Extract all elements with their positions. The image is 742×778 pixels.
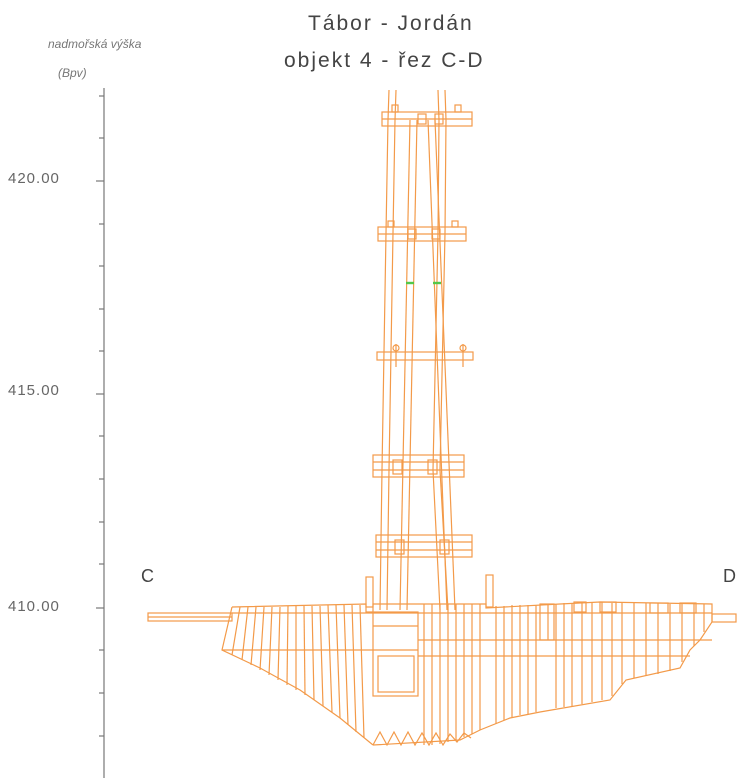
platform-5 xyxy=(375,534,473,558)
platform-1 xyxy=(381,104,473,127)
tick-label-410: 410.00 xyxy=(8,598,60,615)
platform-4 xyxy=(372,454,465,478)
shaft-walls xyxy=(379,89,456,611)
right-beam xyxy=(711,613,737,623)
y-axis-unit: (Bpv) xyxy=(58,66,87,80)
section-end-label: D xyxy=(723,566,736,586)
platform-2 xyxy=(377,220,467,242)
tick-label-420: 420.00 xyxy=(8,170,60,187)
platform-3 xyxy=(376,344,474,367)
y-axis-caption: nadmořská výška xyxy=(48,37,142,51)
left-beam xyxy=(147,612,233,622)
tick-label-415: 415.00 xyxy=(8,382,60,399)
foundation-hatch-left xyxy=(231,604,365,739)
drawing-subtitle: objekt 4 - řez C-D xyxy=(284,49,485,72)
section-start-label: C xyxy=(141,566,154,586)
drawing-title: Tábor - Jordán xyxy=(308,12,474,35)
foundation-hatch-right xyxy=(372,602,705,747)
elevation-axis xyxy=(96,88,105,778)
foundation-steps xyxy=(539,601,697,641)
ground-posts xyxy=(365,574,494,608)
